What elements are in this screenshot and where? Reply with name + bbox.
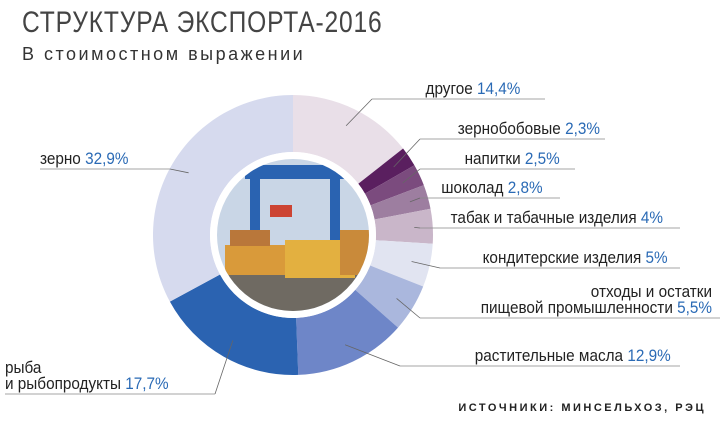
leader-line [214, 340, 234, 395]
photo [217, 159, 369, 311]
donut-slice [370, 240, 433, 287]
category-label: растительные масла [475, 346, 624, 365]
slice-label: шоколад 2,8% [441, 178, 543, 197]
donut-slice [364, 165, 424, 206]
category-label: зернобобовые [457, 119, 561, 138]
donut-slice [169, 274, 299, 375]
source-note: ИСТОЧНИКИ: МИНСЕЛЬХОЗ, РЭЦ [458, 402, 706, 414]
category-label: отходы и остатки пищевой промышленности [480, 282, 712, 317]
value-label: 2,8% [508, 178, 543, 197]
value-label: 14,4% [476, 79, 520, 98]
leader-line [344, 344, 401, 367]
slice-label: табак и табачные изделия 4% [450, 208, 663, 227]
slice-label: кондитерские изделия 5% [482, 248, 668, 267]
slice-label: рыба и рыбопродукты 17,7% [5, 358, 169, 393]
donut-slice [374, 208, 433, 244]
leaders [5, 98, 720, 395]
leader-line [409, 197, 421, 203]
value-label: 4% [640, 208, 663, 227]
category-label: напитки [464, 149, 521, 168]
category-label: шоколад [441, 178, 504, 197]
donut-slice [153, 95, 293, 302]
slice-label: зерно 32,9% [40, 149, 129, 168]
leader-line [345, 98, 373, 127]
donut-slice [296, 289, 399, 375]
leader-line [402, 168, 421, 184]
value-label: 17,7% [125, 374, 169, 393]
value-label: 2,3% [565, 119, 600, 138]
leader-line [411, 261, 441, 269]
value-label: 2,5% [525, 149, 560, 168]
slice-label: отходы и остатки пищевой промышленности … [480, 282, 712, 317]
leader-line [414, 226, 421, 229]
slice-label: зернобобовые 2,3% [457, 119, 600, 138]
value-label: 5% [645, 248, 668, 267]
leader-line [396, 298, 421, 319]
chart-subtitle: В стоимостном выражении [22, 44, 306, 64]
category-label: рыба и рыбопродукты [5, 358, 122, 393]
category-label: кондитерские изделия [482, 248, 642, 267]
donut-slice [355, 265, 424, 328]
slice-label: растительные масла 12,9% [475, 346, 671, 365]
leader-line [393, 138, 421, 168]
category-label: другое [425, 79, 473, 98]
value-label: 5,5% [677, 298, 712, 317]
donut [153, 95, 433, 375]
donut-slice [370, 185, 431, 220]
category-label: зерно [40, 149, 81, 168]
donut-slice [293, 95, 404, 184]
value-label: 12,9% [627, 346, 671, 365]
slice-label: другое 14,4% [425, 79, 520, 98]
leader-line [169, 168, 189, 174]
value-label: 32,9% [85, 149, 129, 168]
chart-title: СТРУКТУРА ЭКСПОРТА-2016 [22, 6, 383, 39]
slice-label: напитки 2,5% [464, 149, 560, 168]
category-label: табак и табачные изделия [450, 208, 637, 227]
